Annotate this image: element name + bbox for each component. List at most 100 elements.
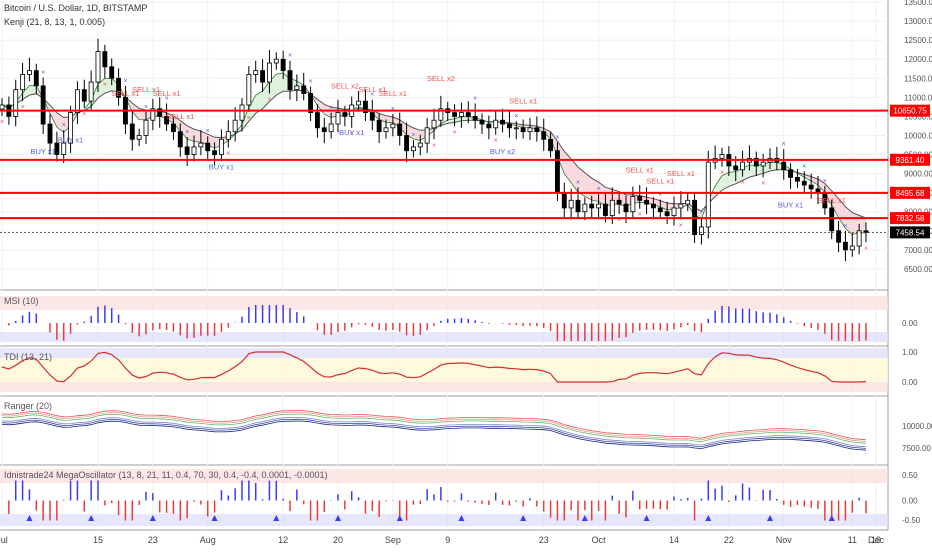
candle-body[interactable] bbox=[829, 207, 835, 232]
candle-body[interactable] bbox=[102, 51, 108, 68]
candle-body[interactable] bbox=[383, 127, 389, 133]
candle-body[interactable] bbox=[417, 142, 423, 148]
candle-body[interactable] bbox=[589, 203, 595, 209]
candle-body[interactable] bbox=[294, 85, 300, 91]
candle-body[interactable] bbox=[205, 142, 211, 152]
candle-body[interactable] bbox=[808, 184, 814, 190]
candle-body[interactable] bbox=[61, 142, 67, 155]
candle-body[interactable] bbox=[801, 180, 807, 186]
candle-body[interactable] bbox=[719, 154, 725, 159]
candle-body[interactable] bbox=[328, 123, 334, 133]
msi-pane[interactable]: 0.00 bbox=[0, 296, 918, 342]
candle-body[interactable] bbox=[40, 85, 46, 125]
candle-body[interactable] bbox=[260, 70, 266, 83]
candle-body[interactable] bbox=[520, 127, 526, 133]
candle-body[interactable] bbox=[458, 112, 464, 117]
candle-body[interactable] bbox=[397, 123, 403, 136]
candle-body[interactable] bbox=[95, 51, 101, 83]
candle-body[interactable] bbox=[479, 119, 485, 125]
candle-body[interactable] bbox=[184, 146, 190, 155]
candle-body[interactable] bbox=[376, 119, 382, 133]
candle-body[interactable] bbox=[650, 203, 656, 209]
candle-body[interactable] bbox=[287, 70, 293, 91]
candle-body[interactable] bbox=[424, 127, 430, 144]
candle-body[interactable] bbox=[541, 131, 547, 140]
candle-body[interactable] bbox=[88, 81, 94, 102]
candle-body[interactable] bbox=[698, 226, 704, 236]
candle-body[interactable] bbox=[116, 77, 122, 98]
candle-body[interactable] bbox=[0, 104, 5, 110]
candle-body[interactable] bbox=[609, 199, 615, 216]
candle-body[interactable] bbox=[760, 161, 766, 167]
candle-body[interactable] bbox=[493, 119, 499, 129]
candle-body[interactable] bbox=[788, 169, 794, 178]
candle-body[interactable] bbox=[602, 203, 608, 216]
candle-body[interactable] bbox=[582, 203, 588, 213]
ranger-pane[interactable]: 10000.00 7500.00 bbox=[1, 410, 932, 453]
candle-body[interactable] bbox=[575, 199, 581, 213]
candle-body[interactable] bbox=[431, 119, 437, 129]
candle-body[interactable] bbox=[301, 85, 307, 94]
candle-body[interactable] bbox=[314, 112, 320, 129]
candle-body[interactable] bbox=[685, 199, 691, 205]
price-pane[interactable]: × × × × × × × × × × × × × × × × × × × × × × × × × × × × × × × × × × × × × × × ×… bbox=[0, 38, 888, 262]
candle-body[interactable] bbox=[452, 112, 458, 117]
candle-body[interactable] bbox=[781, 161, 787, 171]
candle-body[interactable] bbox=[212, 150, 218, 155]
candle-body[interactable] bbox=[548, 138, 554, 152]
candle-body[interactable] bbox=[678, 203, 684, 209]
candle-body[interactable] bbox=[308, 93, 314, 113]
candle-body[interactable] bbox=[335, 112, 341, 125]
candle-body[interactable] bbox=[644, 199, 650, 205]
candle-body[interactable] bbox=[13, 89, 19, 117]
candle-body[interactable] bbox=[500, 119, 506, 125]
candle-body[interactable] bbox=[150, 108, 156, 121]
candle-body[interactable] bbox=[410, 146, 416, 152]
candle-body[interactable] bbox=[321, 127, 327, 133]
candle-body[interactable] bbox=[157, 108, 163, 117]
candle-body[interactable] bbox=[836, 230, 842, 243]
candle-body[interactable] bbox=[465, 112, 471, 117]
tdi-pane[interactable]: 1.00 0.00 bbox=[0, 348, 918, 392]
candle-body[interactable] bbox=[390, 123, 396, 129]
candle-body[interactable] bbox=[177, 131, 183, 148]
candle-body[interactable] bbox=[568, 199, 574, 209]
candle-body[interactable] bbox=[856, 230, 862, 247]
candle-body[interactable] bbox=[54, 142, 60, 155]
mega-oscillator-pane[interactable]: 0.50 0.00 -0.50 bbox=[0, 469, 921, 526]
candle-body[interactable] bbox=[246, 74, 252, 106]
candle-body[interactable] bbox=[671, 207, 677, 216]
candle-body[interactable] bbox=[170, 123, 176, 133]
candle-body[interactable] bbox=[109, 66, 115, 79]
candle-body[interactable] bbox=[404, 135, 410, 152]
candle-body[interactable] bbox=[438, 108, 444, 121]
candle-body[interactable] bbox=[486, 123, 492, 129]
candle-body[interactable] bbox=[136, 135, 142, 140]
candle-body[interactable] bbox=[198, 142, 204, 148]
candle-body[interactable] bbox=[225, 131, 231, 140]
candle-body[interactable] bbox=[74, 89, 80, 113]
candle-body[interactable] bbox=[527, 127, 533, 133]
candle-body[interactable] bbox=[705, 161, 711, 228]
candle-body[interactable] bbox=[218, 138, 224, 155]
candle-body[interactable] bbox=[849, 245, 855, 251]
candle-body[interactable] bbox=[253, 70, 259, 75]
candle-body[interactable] bbox=[596, 203, 602, 209]
candle-body[interactable] bbox=[561, 192, 567, 209]
candle-body[interactable] bbox=[356, 100, 362, 106]
candle-body[interactable] bbox=[534, 127, 540, 133]
candle-body[interactable] bbox=[342, 112, 348, 117]
candle-body[interactable] bbox=[657, 207, 663, 213]
candle-body[interactable] bbox=[266, 62, 272, 83]
candle-body[interactable] bbox=[554, 150, 560, 194]
candle-body[interactable] bbox=[369, 112, 375, 121]
candle-body[interactable] bbox=[232, 119, 238, 133]
candle-body[interactable] bbox=[794, 177, 800, 182]
candle-body[interactable] bbox=[26, 70, 32, 75]
candle-body[interactable] bbox=[164, 116, 170, 125]
candle-body[interactable] bbox=[143, 119, 149, 136]
candle-body[interactable] bbox=[362, 100, 368, 113]
candle-body[interactable] bbox=[664, 211, 670, 216]
candle-body[interactable] bbox=[33, 70, 39, 87]
